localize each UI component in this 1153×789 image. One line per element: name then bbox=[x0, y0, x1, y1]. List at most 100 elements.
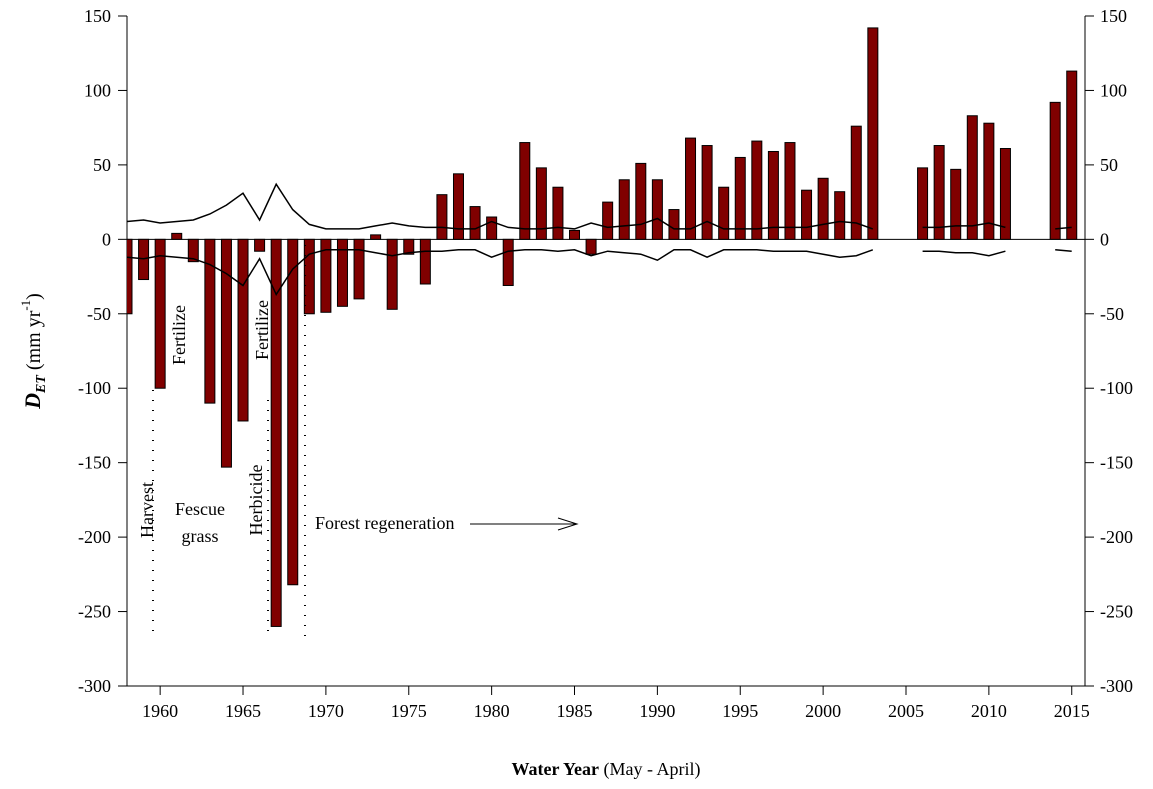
x-tick-label: 1980 bbox=[474, 701, 510, 721]
y2-tick-label: -250 bbox=[1100, 602, 1133, 622]
y2-tick-label: -200 bbox=[1100, 527, 1133, 547]
y-tick-label: -150 bbox=[78, 453, 111, 473]
x-label-bold: Water Year bbox=[512, 759, 599, 779]
bar bbox=[336, 238, 348, 307]
bar bbox=[685, 137, 697, 240]
bar bbox=[569, 229, 581, 240]
bar bbox=[834, 191, 846, 240]
bar bbox=[270, 238, 282, 627]
y2-tick-label: 150 bbox=[1100, 6, 1127, 26]
bar bbox=[237, 238, 249, 422]
bar bbox=[204, 238, 216, 404]
bar bbox=[1066, 70, 1078, 240]
bar bbox=[320, 238, 332, 313]
bar bbox=[999, 148, 1011, 240]
x-tick-label: 2010 bbox=[971, 701, 1007, 721]
y-tick-label: -50 bbox=[87, 304, 111, 324]
x-label-rest: (May - April) bbox=[599, 759, 700, 780]
x-tick-label: 2015 bbox=[1054, 701, 1090, 721]
arrow-head bbox=[557, 517, 579, 531]
bar bbox=[552, 186, 564, 240]
y2-tick-label: -150 bbox=[1100, 453, 1133, 473]
y-tick-label: -200 bbox=[78, 527, 111, 547]
bar bbox=[419, 238, 431, 285]
annotation: Herbicide bbox=[246, 465, 266, 536]
lower-bound-line bbox=[127, 249, 1072, 296]
bar bbox=[303, 238, 315, 315]
bar bbox=[486, 216, 498, 240]
annotation: Forest regeneration bbox=[315, 513, 454, 533]
bar bbox=[801, 189, 813, 240]
bar bbox=[917, 167, 929, 240]
y-tick-label: 150 bbox=[84, 6, 111, 26]
x-tick-label: 1995 bbox=[722, 701, 758, 721]
y2-tick-label: -300 bbox=[1100, 676, 1133, 696]
annotation: Harvest bbox=[137, 482, 157, 538]
bars bbox=[127, 27, 1078, 627]
y2-tick-label: 50 bbox=[1100, 155, 1118, 175]
bar bbox=[668, 209, 680, 240]
bar bbox=[867, 27, 879, 240]
y2-tick-label: 0 bbox=[1100, 229, 1109, 249]
bar bbox=[254, 238, 266, 252]
bar bbox=[469, 206, 481, 240]
y-label-part: ) bbox=[23, 293, 45, 300]
bar bbox=[386, 238, 398, 310]
x-tick-label: 1960 bbox=[142, 701, 178, 721]
annotation: Fertilize bbox=[252, 300, 272, 360]
bar bbox=[127, 238, 133, 315]
bar bbox=[966, 115, 978, 240]
bar bbox=[502, 238, 514, 286]
bar bbox=[817, 177, 829, 240]
y2-tick-label: -100 bbox=[1100, 378, 1133, 398]
x-tick-label: 1985 bbox=[557, 701, 593, 721]
bar bbox=[751, 140, 763, 240]
bar bbox=[651, 179, 663, 240]
y-tick-label: -250 bbox=[78, 602, 111, 622]
bar bbox=[287, 238, 299, 586]
y-tick-label: 50 bbox=[93, 155, 111, 175]
bar bbox=[585, 238, 597, 255]
y-tick-label: 100 bbox=[84, 80, 111, 100]
bar bbox=[784, 142, 796, 240]
bar bbox=[220, 238, 232, 468]
bar bbox=[187, 238, 199, 263]
y-tick-label: 0 bbox=[102, 229, 111, 249]
x-tick-label: 1990 bbox=[639, 701, 675, 721]
x-axis-label: Water Year (May - April) bbox=[512, 759, 701, 780]
bar bbox=[370, 234, 382, 240]
bar bbox=[635, 162, 647, 240]
bar bbox=[154, 238, 166, 389]
bar bbox=[933, 145, 945, 240]
bar bbox=[436, 194, 448, 240]
annotation: grass bbox=[182, 526, 219, 546]
bar bbox=[535, 167, 547, 240]
bar bbox=[403, 238, 415, 255]
y-label-part: (mm yr bbox=[23, 310, 45, 375]
bar bbox=[602, 201, 614, 240]
annotation: Fescue bbox=[175, 499, 225, 519]
bar bbox=[1049, 101, 1061, 240]
bar bbox=[767, 150, 779, 240]
x-tick-label: 2000 bbox=[805, 701, 841, 721]
y-tick-label: -300 bbox=[78, 676, 111, 696]
bar bbox=[701, 145, 713, 240]
x-tick-label: 1970 bbox=[308, 701, 344, 721]
bar bbox=[850, 125, 862, 240]
y-label-part: ET bbox=[34, 374, 49, 394]
x-tick-label: 1965 bbox=[225, 701, 261, 721]
bar bbox=[983, 122, 995, 240]
x-tick-label: 2005 bbox=[888, 701, 924, 721]
bar bbox=[519, 142, 531, 240]
y-label-part: D bbox=[20, 393, 45, 410]
y-axis-label-text: DET (mm yr-1) bbox=[18, 293, 49, 410]
upper-bound-line bbox=[127, 182, 1072, 230]
bar bbox=[353, 238, 365, 300]
bar bbox=[734, 156, 746, 240]
bar bbox=[171, 232, 183, 240]
bar bbox=[718, 186, 730, 240]
y2-tick-label: -50 bbox=[1100, 304, 1124, 324]
y-tick-label: -100 bbox=[78, 378, 111, 398]
bar bbox=[618, 179, 630, 240]
